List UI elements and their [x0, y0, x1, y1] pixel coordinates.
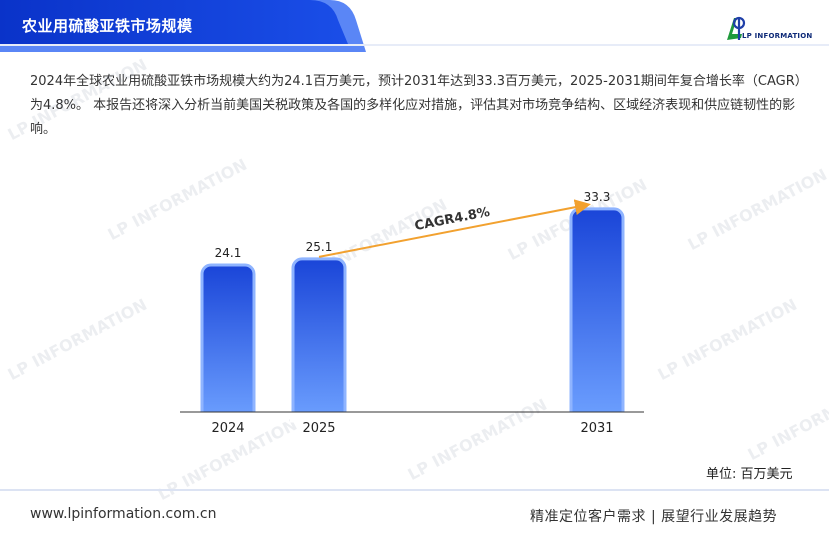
lp-logo-icon [727, 16, 746, 40]
tick-label-2024: 2024 [211, 421, 244, 436]
header-bar [0, 0, 829, 52]
description-text: 2024年全球农业用硫酸亚铁市场规模大约为24.1百万美元，预计2031年达到3… [30, 74, 802, 137]
bar-2025 [291, 257, 347, 422]
value-label-2024: 24.1 [215, 246, 242, 260]
tick-label-2031: 2031 [580, 421, 613, 436]
value-label-2031: 33.3 [584, 190, 611, 204]
unit-label: 单位: 百万美元 [706, 467, 793, 482]
footer-divider [0, 489, 829, 491]
value-label-2025: 25.1 [306, 240, 333, 254]
bar-2031 [569, 207, 625, 422]
cagr-label: CAGR4.8% [413, 205, 491, 234]
tick-label-2025: 2025 [302, 421, 335, 436]
footer-url-link[interactable]: www.lpinformation.com.cn [30, 506, 217, 522]
logo-text: LP INFORMATION [742, 32, 813, 40]
cagr-arrow [318, 199, 591, 258]
page-title: 农业用硫酸亚铁市场规模 [22, 17, 193, 35]
bar-2024 [200, 263, 256, 422]
footer-slogan: 精准定位客户需求 | 展望行业发展趋势 [530, 509, 778, 525]
bar-chart: 24.1 2024 25.1 2025 33.3 2031 CAGR4.8% [180, 190, 644, 436]
header-dark-band [0, 0, 348, 44]
